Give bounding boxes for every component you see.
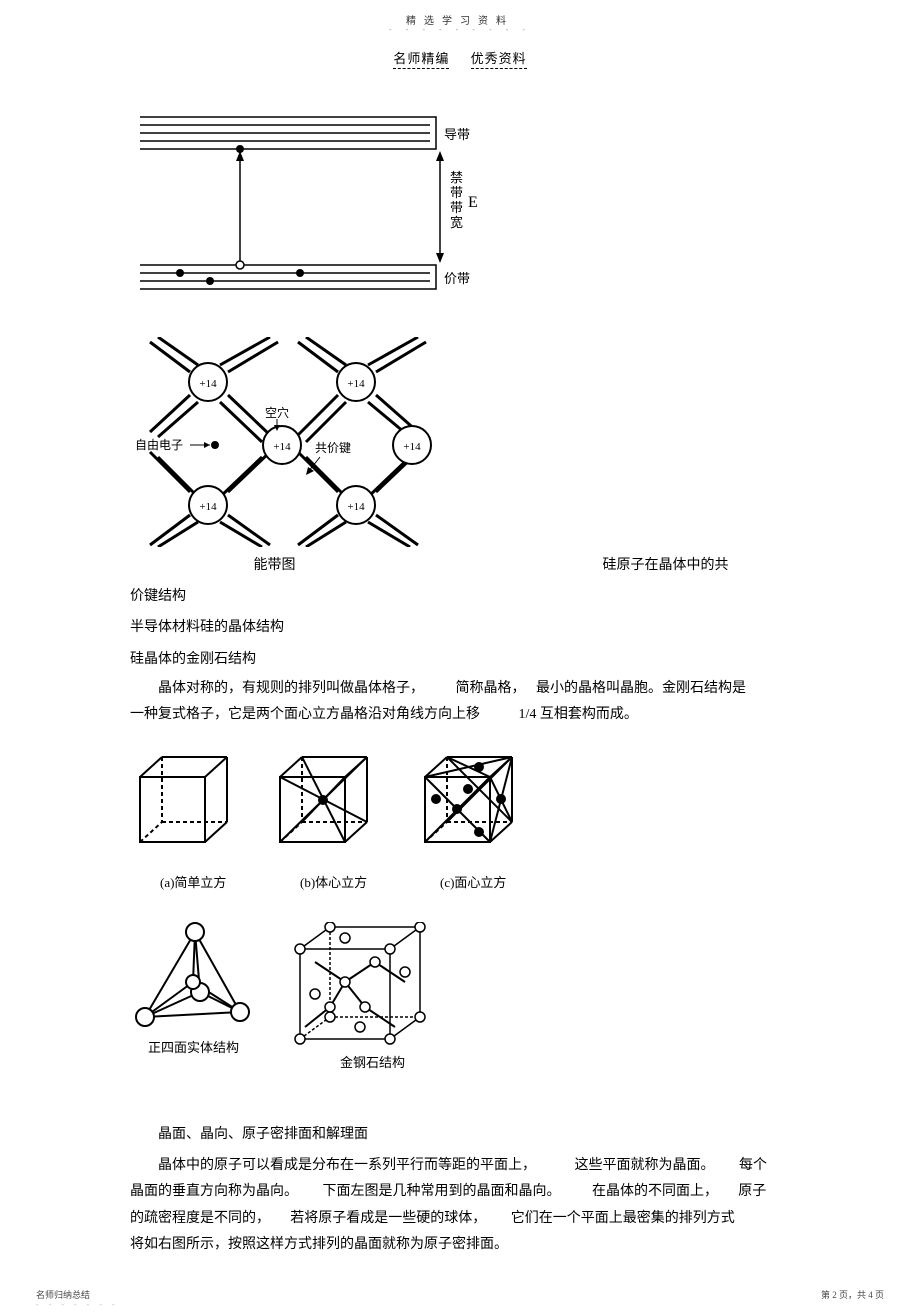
top-header-dots: - - - - - - - - - xyxy=(0,25,920,34)
footer-left-dots: - - - - - - - xyxy=(36,1300,119,1309)
gap-label-1: 禁 xyxy=(450,170,463,185)
sub-header-left: 名师精编 xyxy=(393,51,449,69)
atom-label: +14 xyxy=(273,441,291,453)
conduction-label: 导带 xyxy=(444,127,470,142)
atom-label: +14 xyxy=(403,441,421,453)
bond-caption2: 价键结构 xyxy=(130,584,790,609)
tetra-diamond-diagrams: 正四面实体结构 xyxy=(130,922,790,1072)
gap-label-2: 带 xyxy=(450,185,463,200)
caption-row: 能带图 硅原子在晶体中的共 xyxy=(130,553,790,578)
bond-diagram: +14 +14 +14 +14 +14 +14 自由电子 xyxy=(130,337,790,547)
free-electron-label: 自由电子 xyxy=(135,438,183,452)
sub-header-right: 优秀资料 xyxy=(471,51,527,69)
para2: 晶体中的原子可以看成是分布在一系列平行而等距的平面上， 这些平面就称为晶面。 每… xyxy=(130,1153,790,1259)
covalent-label: 共价键 xyxy=(315,441,351,455)
band-diagram: 导带 禁 带 带 宽 E xyxy=(130,107,790,317)
cubic-a-label: (a)简单立方 xyxy=(160,875,226,890)
atom-label: +14 xyxy=(199,378,217,390)
section3: 晶面、晶向、原子密排面和解理面 xyxy=(130,1122,790,1149)
tetra-label: 正四面实体结构 xyxy=(148,1040,239,1055)
cubic-b-label: (b)体心立方 xyxy=(300,875,367,890)
para1: 晶体对称的，有规则的排列叫做晶体格子， 简称晶格， 最小的晶格叫晶胞。金刚石结构… xyxy=(130,676,790,729)
gap-label-3: 带 xyxy=(450,200,463,215)
atom-label: +14 xyxy=(347,378,365,390)
band-caption: 能带图 xyxy=(254,558,296,573)
vacancy-label: 空穴 xyxy=(265,405,289,420)
section1: 半导体材料硅的晶体结构 xyxy=(130,615,790,640)
sub-header: 名师精编 优秀资料 xyxy=(0,48,920,67)
atom-label: +14 xyxy=(347,501,365,513)
cubic-diagrams: (a)简单立方 xyxy=(130,747,790,897)
footer-right: 第 2 页，共 4 页 xyxy=(821,1288,884,1301)
diamond-label: 金钢石结构 xyxy=(340,1055,405,1070)
gap-E: E xyxy=(468,194,478,211)
gap-label-4: 宽 xyxy=(450,215,463,230)
cubic-c-label: (c)面心立方 xyxy=(440,875,506,890)
bond-caption: 硅原子在晶体中的共 xyxy=(603,558,729,573)
section2: 硅晶体的金刚石结构 xyxy=(130,647,790,672)
atom-label: +14 xyxy=(199,501,217,513)
valence-label: 价带 xyxy=(444,271,470,286)
